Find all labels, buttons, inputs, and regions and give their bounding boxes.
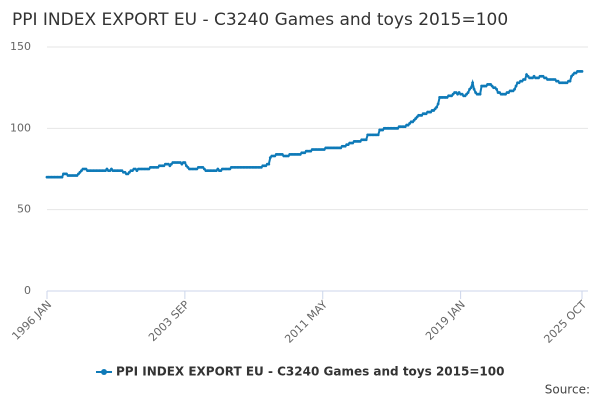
data-point <box>471 81 475 85</box>
x-tick-label: 1996 JAN <box>9 298 54 343</box>
y-tick-label: 150 <box>10 40 31 53</box>
data-point <box>523 78 527 81</box>
data-point <box>267 162 271 166</box>
x-tick-label: 2019 JAN <box>423 298 468 343</box>
data-point <box>183 161 187 164</box>
data-point <box>466 91 470 94</box>
data-point <box>513 87 516 91</box>
data-point <box>472 87 476 91</box>
data-point <box>514 84 518 88</box>
data-point <box>580 70 584 73</box>
data-point <box>568 79 572 83</box>
data-point <box>435 105 439 109</box>
legend-marker <box>101 369 107 375</box>
data-point <box>436 102 440 106</box>
y-tick-label: 50 <box>17 203 31 216</box>
data-point <box>495 87 498 91</box>
series-line <box>47 70 582 179</box>
data-point <box>469 86 473 90</box>
source: Source: <box>545 383 590 397</box>
x-tick-label: 2011 MAY <box>282 298 330 346</box>
data-point <box>376 133 380 137</box>
legend-text: PPI INDEX EXPORT EU - C3240 Games and to… <box>116 365 504 379</box>
y-tick-label: 100 <box>10 121 31 134</box>
x-tick-label: 2025 OCT <box>541 298 589 346</box>
data-point <box>364 138 368 142</box>
data-point <box>478 92 482 96</box>
data-point <box>60 175 64 179</box>
y-tick-label: 0 <box>24 284 31 297</box>
x-tick-label: 2003 SEP <box>146 298 192 344</box>
chart-title: PPI INDEX EXPORT EU - C3240 Games and to… <box>12 10 508 30</box>
